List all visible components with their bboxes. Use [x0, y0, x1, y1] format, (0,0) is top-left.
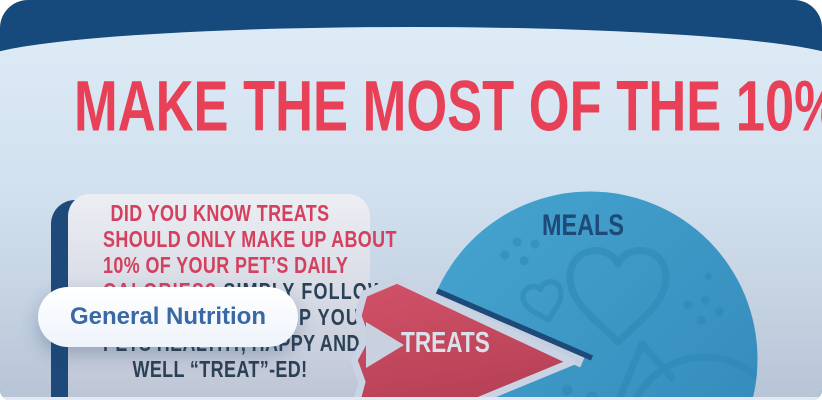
- page-title: MAKE THE MOST OF THE 10%: [73, 65, 822, 147]
- general-nutrition-button-label: General Nutrition: [69, 303, 267, 330]
- paw-dots-icon: [500, 237, 540, 266]
- paw-dots-icon-2: [683, 273, 724, 325]
- meals-slice-label: MEALS: [542, 209, 624, 242]
- small-heart-icon: [520, 279, 564, 323]
- bubble-line-1: DID YOU KNOW TREATS: [110, 200, 330, 226]
- bubble-line-7: WELL “TREAT”-ED!: [132, 356, 308, 382]
- circle-doodles: [500, 237, 758, 400]
- treats-slice-label: TREATS: [401, 327, 490, 359]
- slice-accent-line: [426, 284, 594, 361]
- big-heart-icon: [566, 247, 670, 346]
- treats-slice: [350, 276, 576, 400]
- general-nutrition-button[interactable]: General Nutrition: [38, 287, 298, 347]
- bubble-line-3: 10% OF YOUR PET’S DAILY: [103, 252, 349, 278]
- card-bottom-edge: [0, 397, 822, 400]
- speech-bubble-tail: [366, 322, 404, 368]
